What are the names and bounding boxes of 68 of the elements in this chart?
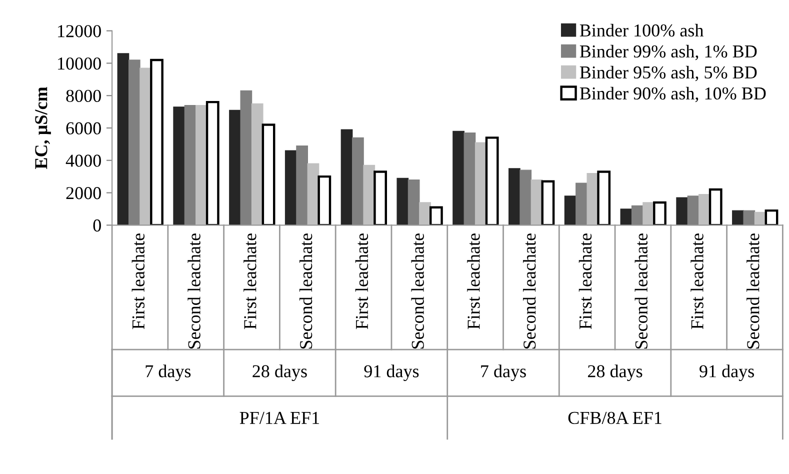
bar (687, 196, 700, 226)
text: 28 days (252, 364, 307, 382)
bar (485, 136, 499, 226)
bar (206, 100, 220, 226)
bar (676, 197, 688, 226)
bar (284, 150, 297, 226)
text: 91 days (700, 364, 754, 382)
bar (708, 188, 722, 226)
bar (240, 90, 252, 226)
text: 7 days (481, 364, 526, 382)
bar (374, 170, 387, 226)
bar (150, 58, 164, 226)
bar (597, 170, 611, 226)
bar (541, 180, 555, 226)
bar (128, 60, 140, 226)
x-tick-label: Second leachate (634, 234, 648, 349)
x-tick-label: First leachate (132, 234, 144, 330)
bar (520, 170, 532, 226)
x-tick-label: First leachate (244, 234, 256, 330)
bar (429, 206, 443, 226)
bar (508, 168, 520, 226)
text: 7 days (146, 364, 191, 382)
y-tick-label: 12000 (58, 25, 101, 38)
legend-label: Binder 95% ash, 5% BD (580, 66, 757, 82)
x-tick-label: Second leachate (188, 234, 200, 349)
y-tick-label: 0 (93, 219, 101, 232)
bar (732, 210, 744, 226)
bar (743, 210, 756, 226)
bar (296, 145, 308, 226)
bar (576, 182, 588, 226)
bar (764, 209, 778, 226)
x-tick-label: First leachate (578, 234, 592, 330)
bar (318, 175, 332, 226)
bar (452, 130, 464, 226)
x-tick-label: Second leachate (299, 234, 312, 349)
bar (117, 53, 130, 226)
bar (396, 178, 409, 226)
bar (653, 201, 666, 226)
bar (184, 104, 196, 226)
y-tick-label: 2000 (66, 187, 101, 200)
text: CFB/8A EF1 (568, 412, 662, 424)
bar (408, 179, 420, 226)
y-axis-title: EC, µS/cm (35, 86, 51, 169)
bar (251, 103, 264, 226)
x-tick-label: Second leachate (411, 234, 424, 349)
y-tick-label: 10000 (58, 57, 101, 70)
bar (464, 132, 476, 226)
x-tick-label: First leachate (467, 234, 480, 330)
legend-label: Binder 90% ash, 10% BD (580, 86, 766, 102)
x-tick-label: Second leachate (746, 234, 760, 349)
legend-label: Binder 100% ash (580, 24, 704, 37)
legend-label: Binder 99% ash, 1% BD (580, 44, 757, 60)
bar (340, 129, 353, 226)
y-tick-label: 8000 (66, 90, 101, 102)
text: PF/1A EF1 (240, 412, 320, 424)
x-tick-label: Second leachate (523, 234, 536, 349)
x-tick-label: First leachate (355, 234, 368, 330)
bar (262, 124, 276, 226)
text: 28 days (588, 364, 642, 382)
y-tick-label: 4000 (66, 154, 101, 167)
text: 91 days (364, 364, 419, 382)
y-tick-label: 6000 (66, 122, 101, 134)
bar (173, 106, 186, 226)
x-tick-label: First leachate (690, 234, 704, 330)
bar (352, 137, 364, 226)
bar (564, 196, 576, 226)
bar (620, 208, 632, 226)
bar (229, 110, 241, 226)
